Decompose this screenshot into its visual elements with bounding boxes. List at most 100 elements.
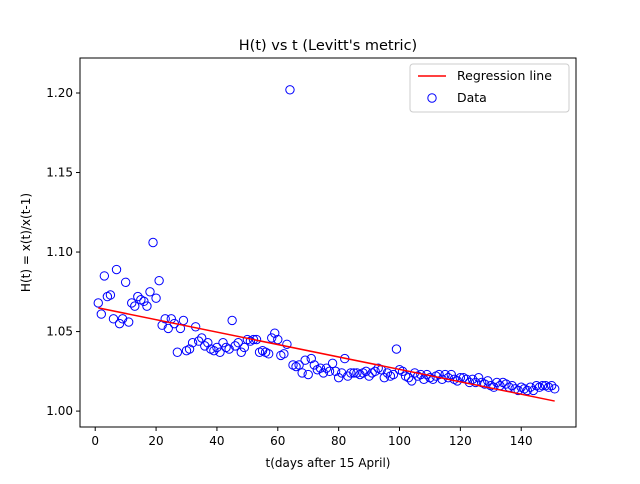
data-point — [343, 371, 353, 381]
data-point — [336, 368, 347, 378]
data-point — [403, 372, 414, 383]
plot-area — [93, 85, 560, 402]
data-point — [197, 333, 207, 343]
data-point — [309, 360, 320, 370]
data-point — [142, 301, 152, 311]
data-point — [184, 344, 195, 354]
data-point — [172, 347, 183, 357]
legend-box — [409, 63, 570, 113]
data-point — [446, 369, 456, 380]
data-point — [388, 369, 399, 380]
data-point — [148, 237, 158, 248]
legend-marker-swatch — [427, 93, 437, 103]
data-point — [239, 342, 250, 353]
data-point — [105, 290, 116, 300]
x-tick-label: 80 — [331, 434, 346, 448]
data-point — [160, 314, 170, 324]
data-point — [318, 368, 329, 378]
data-point — [111, 264, 122, 275]
data-point — [224, 344, 234, 354]
data-point — [227, 315, 237, 326]
data-point — [96, 309, 107, 319]
data-point — [294, 360, 304, 370]
regression-line — [98, 307, 555, 402]
data-point — [230, 341, 240, 351]
data-point — [248, 334, 259, 345]
data-point — [200, 341, 210, 351]
x-tick-label: 120 — [449, 434, 472, 448]
data-point — [333, 372, 344, 383]
data-point — [525, 382, 536, 392]
x-tick-label: 140 — [510, 434, 533, 448]
data-point — [364, 371, 374, 381]
data-point — [330, 366, 341, 377]
data-point — [209, 345, 219, 356]
y-axis: 1.00 1.05 1.10 1.15 1.20 — [46, 86, 80, 418]
data-point — [215, 347, 225, 357]
x-tick-label: 20 — [148, 434, 163, 448]
data-point — [93, 298, 103, 308]
data-point — [315, 363, 326, 373]
data-point — [193, 336, 204, 346]
data-point — [370, 366, 380, 377]
data-point — [483, 376, 493, 386]
data-point — [154, 275, 164, 286]
data-point — [236, 347, 246, 357]
data-point — [324, 366, 335, 377]
legend-label: Regression line — [457, 68, 552, 83]
data-point — [163, 323, 173, 334]
data-point — [443, 372, 453, 383]
data-point — [282, 339, 292, 349]
data-point — [306, 353, 316, 364]
data-point — [114, 318, 125, 329]
data-point — [99, 271, 110, 281]
data-point — [139, 296, 149, 307]
data-point — [218, 338, 228, 348]
data-point — [267, 333, 277, 343]
data-point — [513, 385, 523, 396]
y-tick-label: 1.00 — [46, 404, 73, 418]
data-point — [349, 368, 359, 378]
data-point — [145, 287, 155, 297]
data-point — [233, 338, 243, 348]
data-point — [279, 349, 289, 359]
data-point — [270, 328, 280, 338]
data-point — [187, 338, 198, 348]
data-point — [327, 358, 338, 369]
data-point — [546, 380, 557, 391]
x-tick-label: 100 — [388, 434, 411, 448]
x-tick-label: 40 — [209, 434, 224, 448]
x-axis-label: t(days after 15 April) — [266, 456, 391, 470]
data-point — [151, 293, 161, 303]
y-tick-label: 1.05 — [46, 325, 73, 339]
data-point — [303, 369, 313, 380]
data-point — [382, 368, 393, 378]
data-point — [391, 344, 402, 354]
data-point — [467, 374, 478, 384]
data-point — [501, 379, 511, 389]
data-point — [127, 298, 137, 308]
y-tick-label: 1.10 — [46, 245, 73, 259]
data-point — [346, 368, 356, 378]
data-point — [361, 366, 371, 377]
data-point — [212, 342, 222, 353]
axes-frame — [79, 57, 577, 428]
data-point — [300, 355, 310, 365]
data-point — [492, 377, 502, 388]
data-point — [379, 372, 389, 383]
y-tick-label: 1.15 — [46, 166, 73, 180]
y-axis-label: H(t) = x(t)/x(t-1) — [19, 193, 33, 292]
legend: Regression line Data — [409, 63, 570, 113]
x-tick-label: 0 — [91, 434, 99, 448]
y-tick-label: 1.20 — [46, 86, 73, 100]
data-point — [473, 372, 484, 383]
data-point — [480, 379, 490, 389]
data-point — [537, 380, 548, 391]
data-point — [549, 384, 560, 394]
data-point — [133, 291, 143, 302]
data-point — [273, 334, 283, 345]
data-point — [297, 368, 307, 378]
data-point — [470, 377, 481, 388]
